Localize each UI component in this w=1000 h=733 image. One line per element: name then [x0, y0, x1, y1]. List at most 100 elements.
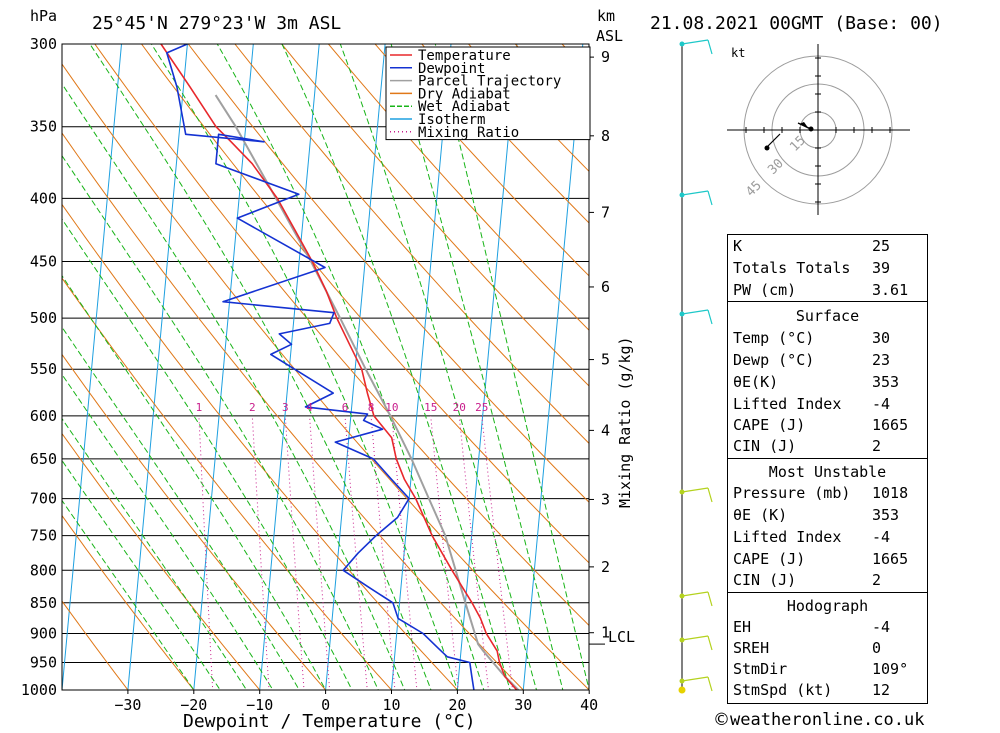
x-axis-label: Dewpoint / Temperature (°C): [183, 711, 476, 732]
dry-adiabat: [62, 132, 525, 690]
pressure-tick-label: 1000: [21, 681, 57, 699]
mixing-ratio-labels: 1 2 3 4 6 8 10 15 20 25: [196, 401, 489, 414]
surface-wind-dot: [678, 686, 686, 694]
most-unstable-table: Most Unstable Pressure (mb) 1018 θE (K) 35…: [727, 458, 928, 593]
pressure-tick-label: 900: [30, 624, 57, 642]
mixing-ratio-label: 1: [196, 401, 203, 414]
wet-adiabat: [89, 44, 432, 690]
wind-barb: [681, 635, 709, 641]
height-tick-label: 8: [601, 127, 610, 145]
isotherm: [193, 44, 254, 690]
dry-adiabat: [140, 44, 589, 564]
mixing-ratio-label: 4: [306, 401, 313, 414]
legend-label: Isotherm: [418, 112, 485, 128]
wet-adiabat: [62, 373, 274, 690]
height-tick-label: 4: [601, 421, 610, 439]
dry-adiabat: [62, 353, 327, 690]
hodograph-unit: kt: [731, 46, 745, 60]
pressure-tick-label: 300: [30, 35, 57, 53]
pressure-tick-label: 500: [30, 309, 57, 327]
mixing-ratio-label: 10: [385, 401, 398, 414]
mixing-ratio-label: 2: [249, 401, 256, 414]
dry-adiabat: [374, 44, 589, 277]
mixing-ratio-line: [391, 415, 418, 690]
mixing-ratio-label: 6: [342, 401, 349, 414]
isotherm: [259, 44, 320, 690]
dry-adiabat: [62, 514, 195, 690]
pressure-tick-label: 850: [30, 594, 57, 612]
height-tick-label: 7: [601, 203, 610, 221]
legend-label: Dry Adiabat: [418, 86, 511, 102]
wet-adiabat: [150, 44, 458, 690]
wet-adiabat: [62, 154, 379, 690]
hodograph-box: [727, 44, 910, 215]
most-unstable-title: Most Unstable: [768, 463, 887, 481]
wet-adiabat: [62, 82, 406, 690]
wet-adiabat: [62, 218, 353, 690]
legend-label: Dewpoint: [418, 61, 485, 77]
dry-adiabat: [421, 44, 589, 224]
hodograph-point: [764, 145, 770, 151]
wet-adiabat: [62, 417, 248, 690]
pressure-tick-label: 700: [30, 490, 57, 508]
mixing-ratio-label: 25: [475, 401, 488, 414]
mixing-ratio-line: [370, 415, 396, 690]
pressure-tick-label: 950: [30, 653, 57, 671]
series-dewpoint: [166, 44, 475, 690]
height-tick-label: 6: [601, 278, 610, 296]
temperature-tick-label: −20: [180, 696, 207, 714]
isotherm: [62, 44, 123, 690]
lcl-label: LCL: [608, 628, 635, 646]
wind-barb: [707, 591, 713, 607]
mixing-ratio-line: [430, 415, 459, 690]
mixing-ratio-label: 8: [368, 401, 375, 414]
surface-table: Surface Temp (°C) 30 Dewp (°C) 23 θE(K) 353…: [727, 301, 928, 459]
indices-table: K 25 Totals Totals 39 PW (cm) 3.61: [727, 234, 928, 302]
dry-adiabat: [62, 600, 129, 690]
mixing-ratio-label: 15: [424, 401, 437, 414]
location-title: 25°45'N 279°23'W 3m ASL: [92, 13, 341, 34]
background-lines: [62, 44, 589, 690]
wet-adiabat: [339, 44, 538, 690]
height-tick-label: 3: [601, 490, 610, 508]
wind-barb: [707, 676, 713, 692]
mixing-ratio-line: [458, 415, 490, 690]
pressure-ticks: 300 350 400 450 500 550 600 650 700 750 800 850 900 9…: [21, 35, 57, 699]
wet-adiabat: [281, 44, 511, 690]
wind-barb: [707, 309, 713, 325]
mixing-ratio-label: 3: [282, 401, 289, 414]
wind-barb: [681, 487, 709, 493]
height-unit-asl: ASL: [596, 27, 623, 45]
wind-profile: [678, 39, 713, 694]
mixing-ratio-label: 20: [453, 401, 466, 414]
dry-adiabat: [62, 432, 261, 690]
mixing-ratio-line: [284, 415, 305, 690]
wet-adiabat: [62, 459, 221, 690]
wind-barb: [707, 190, 713, 206]
surface-title: Surface: [795, 307, 860, 325]
wet-adiabat: [216, 44, 485, 690]
legend-label: Wet Adiabat: [418, 99, 511, 115]
copyright[interactable]: ©weatheronline.co.uk: [713, 710, 925, 730]
series-parcel-trajectory: [214, 94, 520, 690]
hodograph-title: Hodograph: [786, 597, 869, 615]
wind-barb: [681, 591, 709, 597]
dry-adiabat: [281, 44, 589, 387]
dry-adiabat: [187, 44, 589, 503]
pressure-tick-label: 800: [30, 561, 57, 579]
height-tick-label: 2: [601, 558, 610, 576]
pressure-tick-label: 600: [30, 407, 57, 425]
wind-barb: [681, 309, 709, 315]
wet-adiabat: [434, 44, 589, 690]
pressure-tick-label: 350: [30, 118, 57, 136]
temperature-tick-label: 40: [580, 696, 598, 714]
temperature-tick-label: 30: [514, 696, 532, 714]
pressure-tick-label: 550: [30, 360, 57, 378]
height-tick-label: 9: [601, 48, 610, 66]
height-ticks: 1 2 3 4 5 6 7 8 9: [589, 48, 610, 645]
profile-series: [160, 44, 520, 690]
temperature-tick-label: 10: [382, 696, 400, 714]
dry-adiabat: [94, 44, 589, 627]
temperature-ticks: −30 −20 −10 0 10 20 30 40: [114, 690, 598, 714]
